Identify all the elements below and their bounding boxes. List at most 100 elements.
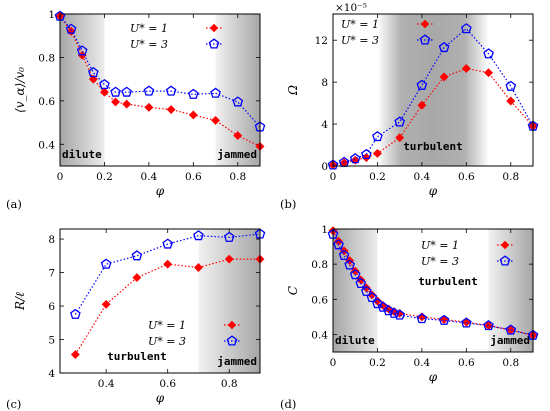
data-point-pentagon bbox=[349, 153, 361, 164]
shaded-region-left bbox=[60, 14, 105, 166]
data-point-diamond bbox=[132, 273, 142, 283]
legend-entry-label: U* = 3 bbox=[148, 335, 186, 348]
data-point-pentagon bbox=[143, 85, 155, 96]
data-point-diamond bbox=[166, 104, 176, 115]
series-u3 bbox=[70, 228, 266, 319]
legend-entry-label: U* = 1 bbox=[341, 18, 379, 31]
data-point-pentagon bbox=[461, 317, 472, 328]
legend-entry-label: U* = 3 bbox=[341, 34, 379, 47]
legend-entry-label: U* = 3 bbox=[421, 255, 459, 268]
y-tick-label: 0.8 bbox=[311, 259, 328, 271]
data-point-pentagon bbox=[110, 86, 121, 97]
data-point-diamond bbox=[372, 148, 382, 158]
data-point-pentagon bbox=[338, 249, 350, 260]
data-point-pentagon bbox=[232, 96, 244, 107]
data-point-pentagon bbox=[394, 116, 405, 127]
data-point-pentagon bbox=[372, 131, 383, 142]
plot-frame bbox=[59, 13, 261, 167]
y-scale-note: ×10⁻⁵ bbox=[335, 2, 367, 14]
legend-marker-diamond bbox=[500, 240, 510, 250]
data-point-pentagon bbox=[394, 309, 405, 320]
panel-a: 0 0.2 0.4 0.6 0.8 0.4 0.6 0.8 1 φ ⟨v_α⟩/v₀ (a) dilut… bbox=[6, 9, 266, 211]
data-point-pentagon bbox=[377, 301, 389, 312]
y-tick-label: 6 bbox=[48, 301, 55, 313]
region-label-turbulent: turbulent bbox=[107, 350, 167, 363]
data-point-diamond bbox=[70, 350, 80, 360]
plot-frame bbox=[59, 228, 261, 374]
x-tick-label: 0.4 bbox=[98, 378, 115, 390]
panel-c: 0.4 0.6 0.8 4 5 6 7 8 φ R/ℓ (c) jammed turbulent U* =… bbox=[6, 228, 266, 411]
x-tick-label: 0.4 bbox=[414, 171, 431, 183]
region-label-dilute: dilute bbox=[62, 148, 102, 161]
x-tick-label: 0.2 bbox=[369, 171, 386, 183]
data-point-pentagon bbox=[65, 23, 77, 34]
series-line bbox=[332, 27, 534, 166]
x-tick-label: 0.2 bbox=[369, 357, 386, 369]
y-tick-label: 7 bbox=[48, 268, 55, 280]
data-point-pentagon bbox=[76, 45, 88, 56]
data-point-diamond bbox=[211, 115, 221, 125]
y-tick-label: 5 bbox=[48, 335, 55, 347]
data-point-pentagon bbox=[372, 298, 383, 309]
data-point-pentagon bbox=[361, 285, 372, 296]
legend-marker-pentagon bbox=[208, 38, 220, 49]
panel-d: 0 0.2 0.4 0.6 0.8 0.4 0.6 0.8 1 φ C (d) dilute jammed… bbox=[280, 224, 539, 411]
data-point-pentagon bbox=[162, 238, 174, 249]
data-point-diamond bbox=[163, 259, 173, 269]
data-point-diamond bbox=[88, 74, 98, 84]
y-tick-label: 1 bbox=[48, 9, 55, 21]
data-point-diamond bbox=[417, 100, 427, 110]
x-tick-label: 0 bbox=[330, 357, 337, 369]
data-point-diamond bbox=[144, 102, 154, 112]
data-point-pentagon bbox=[99, 78, 110, 90]
data-point-diamond bbox=[439, 72, 449, 82]
data-point-diamond bbox=[111, 97, 121, 107]
series-u1 bbox=[70, 254, 265, 360]
legend: U* = 1 U* = 3 bbox=[148, 319, 240, 348]
x-tick-label: 0.6 bbox=[458, 171, 475, 183]
x-tick-label: 0.8 bbox=[229, 171, 246, 183]
data-point-pentagon bbox=[438, 41, 450, 53]
data-point-pentagon bbox=[505, 80, 517, 91]
legend-marker-diamond bbox=[209, 23, 219, 33]
data-point-pentagon bbox=[327, 159, 339, 170]
x-tick-label: 0.6 bbox=[185, 171, 202, 183]
x-axis-label: φ bbox=[156, 391, 165, 405]
data-point-diamond bbox=[461, 63, 471, 74]
y-tick-label: 0.6 bbox=[311, 294, 328, 306]
legend-entry-label: U* = 3 bbox=[130, 38, 168, 51]
panel-label: (c) bbox=[6, 397, 21, 411]
x-axis-label: φ bbox=[429, 370, 438, 384]
panel-label: (a) bbox=[6, 197, 22, 211]
data-point-pentagon bbox=[349, 269, 361, 280]
data-point-pentagon bbox=[483, 48, 494, 59]
data-point-pentagon bbox=[188, 88, 199, 99]
x-tick-label: 0.6 bbox=[458, 357, 475, 369]
x-tick-label: 0.8 bbox=[502, 357, 519, 369]
data-point-diamond bbox=[395, 133, 405, 143]
data-point-pentagon bbox=[383, 305, 394, 316]
data-point-pentagon bbox=[165, 85, 177, 96]
legend-marker-pentagon bbox=[226, 335, 238, 346]
y-tick-label: 8 bbox=[321, 77, 328, 89]
region-label-jammed: jammed bbox=[217, 355, 257, 368]
legend-marker-pentagon bbox=[419, 34, 431, 45]
data-point-diamond bbox=[484, 68, 494, 78]
y-tick-label: 1 bbox=[321, 224, 328, 236]
data-point-pentagon bbox=[355, 277, 367, 289]
series-line bbox=[332, 67, 534, 166]
data-point-pentagon bbox=[416, 79, 428, 90]
data-point-pentagon bbox=[438, 314, 450, 325]
y-tick-label: 0.6 bbox=[38, 96, 55, 108]
x-tick-label: 0 bbox=[57, 171, 64, 183]
data-point-diamond bbox=[224, 254, 234, 264]
shaded-region-right bbox=[215, 14, 260, 166]
x-tick-label: 0.4 bbox=[414, 357, 431, 369]
legend: U* = 1 U* = 3 bbox=[421, 239, 513, 268]
data-point-diamond bbox=[506, 96, 516, 106]
data-point-pentagon bbox=[361, 148, 372, 160]
data-point-diamond bbox=[233, 131, 243, 141]
x-tick-label: 0.6 bbox=[159, 378, 176, 390]
data-point-diamond bbox=[99, 87, 109, 97]
